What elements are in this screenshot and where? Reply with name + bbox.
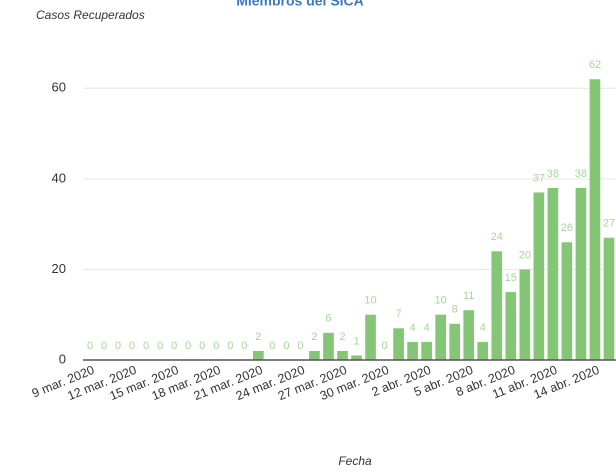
- data-label: 2: [311, 331, 317, 343]
- data-label: 4: [410, 322, 416, 334]
- data-label: 0: [199, 340, 205, 352]
- bar: [421, 341, 432, 360]
- bar: [323, 332, 334, 360]
- data-label: 8: [452, 304, 458, 316]
- data-label: 2: [339, 331, 345, 343]
- data-label: 0: [283, 340, 289, 352]
- data-label: 6: [325, 313, 331, 325]
- x-axis-title: Fecha: [338, 454, 372, 468]
- data-label: 15: [505, 272, 517, 284]
- bar: [435, 314, 447, 360]
- data-label: 0: [185, 340, 191, 352]
- chart-title: Miembros del SICA: [236, 0, 364, 9]
- data-label: 27: [603, 218, 615, 230]
- data-label: 0: [382, 340, 388, 352]
- data-label: 0: [143, 340, 149, 352]
- y-tick-label: 60: [52, 80, 66, 95]
- bar: [449, 323, 461, 360]
- bar: [252, 350, 264, 360]
- bar: [393, 328, 404, 360]
- bar: [561, 242, 573, 360]
- data-label: 0: [157, 340, 163, 352]
- data-label: 38: [575, 168, 587, 180]
- bar: [407, 341, 418, 360]
- data-label: 2: [255, 331, 261, 343]
- data-label: 11: [463, 290, 474, 302]
- y-tick-label: 40: [52, 170, 66, 185]
- bar: [575, 187, 587, 360]
- bar: [351, 355, 362, 360]
- bar: [589, 79, 601, 360]
- data-label: 24: [491, 231, 503, 243]
- data-label: 0: [115, 340, 121, 352]
- bar: [603, 237, 615, 360]
- data-label: 0: [171, 340, 177, 352]
- data-label: 7: [396, 308, 402, 320]
- y-axis-title: Casos Recuperados: [36, 8, 145, 22]
- bar: [365, 314, 376, 360]
- data-label: 4: [480, 322, 486, 334]
- data-label: 10: [435, 295, 447, 307]
- data-label: 0: [87, 340, 93, 352]
- bar: [505, 292, 517, 360]
- data-label: 0: [227, 340, 233, 352]
- data-label: 0: [297, 340, 303, 352]
- data-label: 0: [129, 340, 135, 352]
- bar: [337, 350, 348, 360]
- data-label: 0: [101, 340, 107, 352]
- data-label: 37: [533, 172, 545, 184]
- data-label: 0: [213, 340, 219, 352]
- bar: [547, 187, 559, 360]
- bar: [309, 350, 320, 360]
- data-label: 0: [241, 340, 247, 352]
- y-tick-label: 0: [59, 351, 66, 366]
- bar: [477, 341, 489, 360]
- data-label: 0: [269, 340, 275, 352]
- data-label: 26: [561, 222, 573, 234]
- data-label: 20: [519, 249, 531, 261]
- data-label: 62: [589, 59, 601, 71]
- data-label: 10: [364, 295, 376, 307]
- bar: [491, 251, 503, 360]
- data-label: 1: [353, 335, 359, 347]
- y-tick-label: 20: [52, 261, 66, 276]
- data-label: 38: [547, 168, 559, 180]
- bar: [519, 269, 531, 360]
- bar: [533, 192, 545, 360]
- bar: [463, 310, 475, 360]
- data-label: 4: [424, 322, 430, 334]
